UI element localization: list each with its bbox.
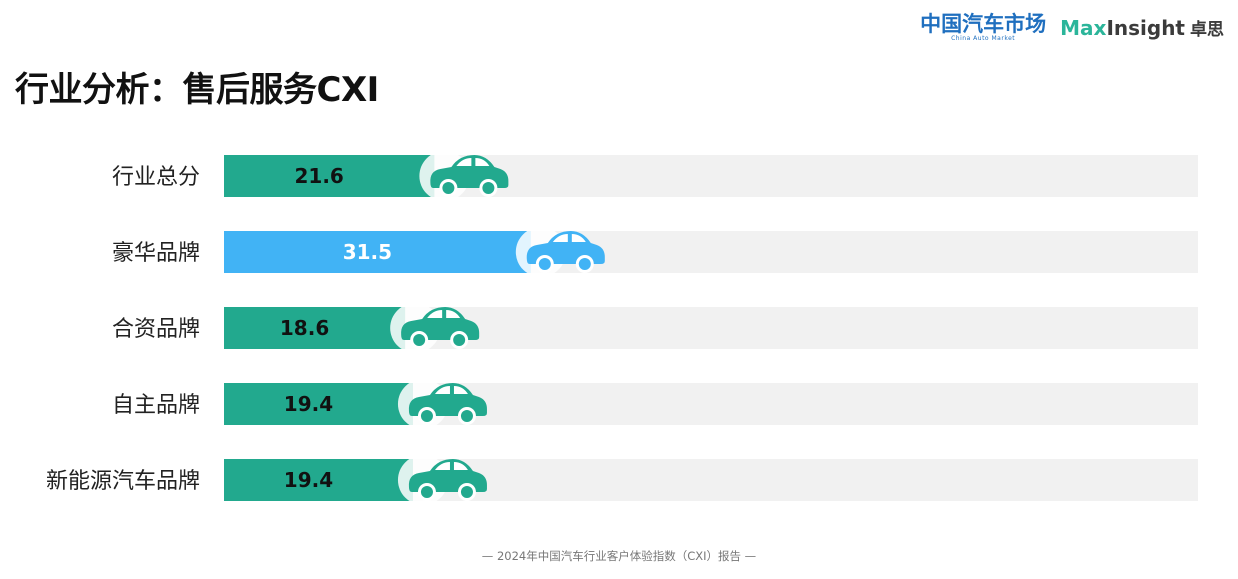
car-icon bbox=[419, 151, 509, 201]
chart-row: 行业总分 21.6 bbox=[112, 151, 1198, 201]
car-icon bbox=[515, 227, 605, 277]
car-wheel bbox=[420, 486, 433, 498]
car-window-front bbox=[434, 386, 450, 394]
car-window-rear bbox=[453, 462, 468, 470]
car-icon bbox=[397, 379, 487, 429]
logo-mi-en: MaxInsight bbox=[1060, 16, 1185, 40]
chart-row: 合资品牌 18.6 bbox=[112, 303, 1198, 353]
car-wheel bbox=[482, 182, 495, 194]
bar bbox=[224, 383, 413, 425]
footer-note: — 2024年中国汽车行业客户体验指数（CXI）报告 — bbox=[481, 549, 757, 563]
car-wheel bbox=[442, 182, 455, 194]
logo-mi-suffix: Insight bbox=[1106, 15, 1185, 40]
maxinsight-logo: MaxInsight 卓思 bbox=[1060, 15, 1224, 40]
car-wheel bbox=[453, 334, 466, 346]
bar bbox=[224, 155, 435, 197]
chart-row: 自主品牌 19.4 bbox=[112, 379, 1198, 429]
car-wheel bbox=[538, 258, 551, 270]
car-window-rear bbox=[475, 158, 490, 166]
category-label: 合资品牌 bbox=[112, 317, 200, 342]
data-label: 21.6 bbox=[295, 164, 344, 188]
car-icon bbox=[390, 303, 480, 353]
header-logos: 中国汽车市场 China Auto Market MaxInsight 卓思 bbox=[920, 12, 1224, 42]
china-auto-market-logo: 中国汽车市场 China Auto Market bbox=[920, 13, 1046, 42]
car-wheel bbox=[578, 258, 591, 270]
data-label: 19.4 bbox=[284, 468, 333, 492]
chart-row: 豪华品牌 31.5 bbox=[112, 227, 1198, 277]
data-label: 19.4 bbox=[284, 392, 333, 416]
car-window-rear bbox=[453, 386, 468, 394]
category-label: 豪华品牌 bbox=[112, 241, 200, 266]
car-window-front bbox=[552, 234, 568, 242]
car-icon bbox=[397, 455, 487, 505]
logo-cam-en: China Auto Market bbox=[951, 34, 1016, 42]
bar bbox=[224, 307, 406, 349]
car-window-front bbox=[456, 158, 472, 166]
chart-row: 新能源汽车品牌 19.4 bbox=[46, 455, 1198, 505]
car-wheel bbox=[460, 486, 473, 498]
bar bbox=[224, 231, 531, 273]
category-label: 自主品牌 bbox=[112, 393, 200, 418]
car-window-front bbox=[434, 462, 450, 470]
category-label: 行业总分 bbox=[112, 165, 200, 190]
car-window-rear bbox=[571, 234, 586, 242]
logo-mi-prefix: Max bbox=[1060, 15, 1107, 40]
data-label: 18.6 bbox=[280, 316, 329, 340]
car-wheel bbox=[413, 334, 426, 346]
bar bbox=[224, 459, 413, 501]
page-title: 行业分析：售后服务CXI bbox=[15, 70, 379, 110]
category-label: 新能源汽车品牌 bbox=[46, 469, 200, 494]
logo-cam-cn: 中国汽车市场 bbox=[920, 11, 1047, 36]
car-window-rear bbox=[446, 310, 461, 318]
logo-mi-cn: 卓思 bbox=[1190, 19, 1224, 40]
data-label: 31.5 bbox=[343, 240, 392, 264]
car-window-front bbox=[427, 310, 443, 318]
car-wheel bbox=[460, 410, 473, 422]
car-wheel bbox=[420, 410, 433, 422]
